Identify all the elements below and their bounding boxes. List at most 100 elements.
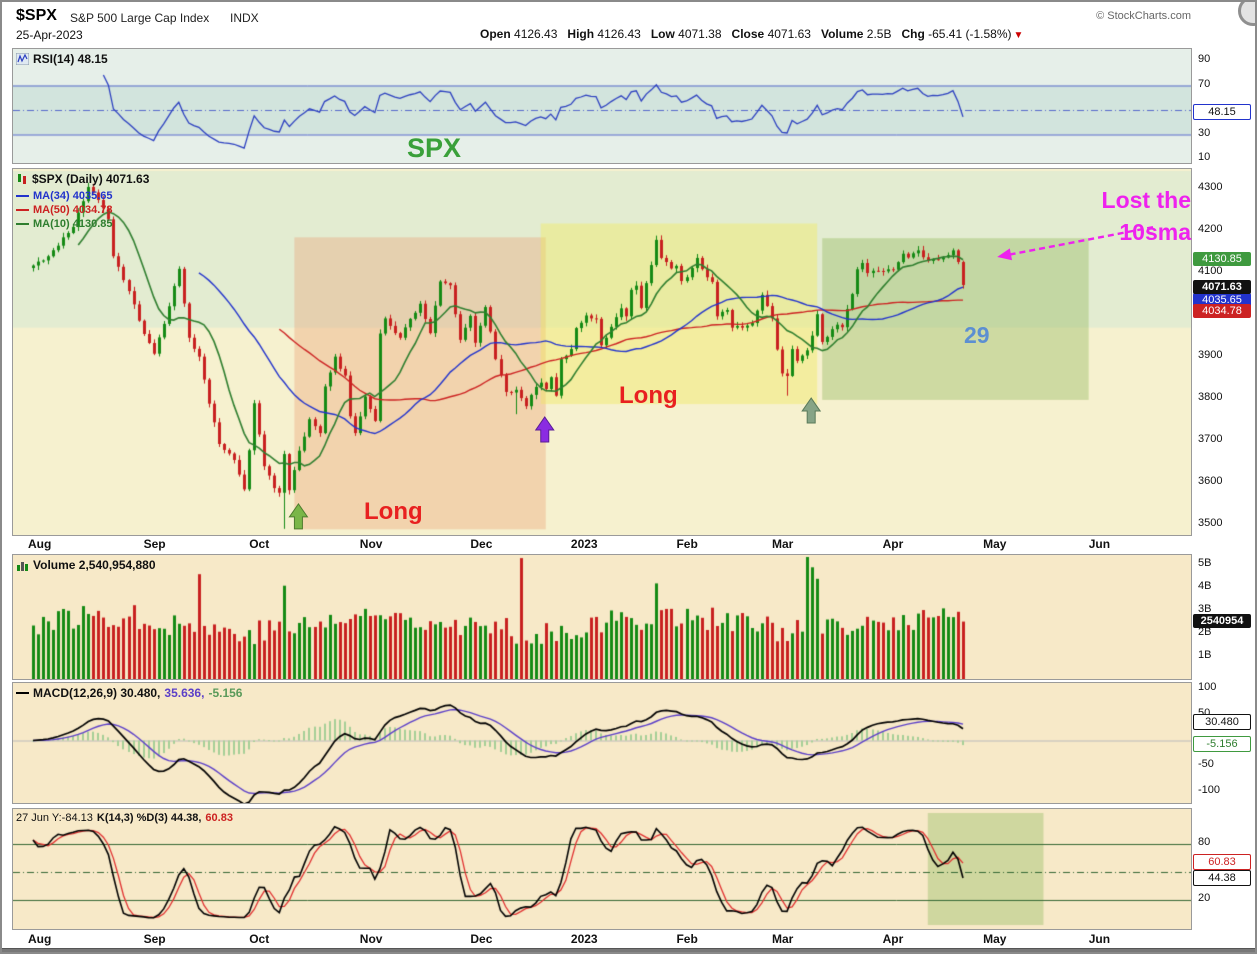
y-axis-tick: 5B <box>1198 557 1212 569</box>
price-panel <box>12 168 1192 536</box>
stoch-crosshair-readout: 27 Jun Y:-84.13 <box>16 812 93 824</box>
count-29-annotation: 29 <box>964 322 990 348</box>
candlestick-panel-icon <box>18 174 26 184</box>
stoch-k-value-box: 44.38 <box>1193 870 1251 886</box>
y-axis-tick: 4100 <box>1198 265 1223 278</box>
volume-plot-canvas[interactable] <box>13 555 1191 679</box>
macd-panel <box>12 682 1192 804</box>
y-axis-tick: 3600 <box>1198 475 1223 488</box>
x-axis-month-label: Apr <box>882 932 904 946</box>
ma34-line-swatch <box>16 195 29 197</box>
y-axis-tick: 20 <box>1198 891 1211 904</box>
chg-label: Chg <box>901 27 925 41</box>
y-axis-tick: 80 <box>1198 836 1211 848</box>
price-legend: $SPX (Daily) 4071.63 <box>16 172 149 186</box>
rsi-plot-canvas[interactable] <box>13 49 1191 163</box>
y-axis-tick: 4B <box>1198 580 1212 592</box>
ma10-legend-label: MA(10) 4130.85 <box>33 218 113 230</box>
corner-circle-icon[interactable] <box>1238 2 1255 26</box>
x-axis-month-label: Apr <box>882 537 904 551</box>
x-axis-month-label: Nov <box>359 537 383 551</box>
ma50-legend-label: MA(50) 4034.78 <box>33 204 113 216</box>
window-bottom-bar <box>2 948 1255 952</box>
y-axis-tick: 70 <box>1198 77 1211 90</box>
lost-10sma-line2: 10sma <box>1119 219 1191 246</box>
y-axis-tick: 3B <box>1198 603 1212 615</box>
ma10-legend: MA(10) 4130.85 <box>16 218 113 230</box>
volume-value-box: 2540954 <box>1193 614 1251 628</box>
x-axis-month-label: Jun <box>1088 537 1111 551</box>
macd-signal-value: 35.636, <box>164 686 205 700</box>
y-axis-tick: 3900 <box>1198 349 1223 362</box>
x-axis-month-label: Dec <box>470 537 493 551</box>
y-axis-strip: 9070301043004200410040003900380037003600… <box>1192 48 1255 930</box>
macd-value-box: 30.480 <box>1193 714 1251 730</box>
x-axis-month-label: Jun <box>1088 932 1111 946</box>
rsi-legend-label: RSI(14) 48.15 <box>33 52 108 66</box>
ma34-legend: MA(34) 4035.65 <box>16 190 113 202</box>
stoch-d-value-box: 60.83 <box>1193 854 1251 870</box>
macd-hist-value-box: -5.156 <box>1193 736 1251 752</box>
ma50-value-box: 4034.78 <box>1193 304 1251 318</box>
ma10-line-swatch <box>16 223 29 225</box>
high-value: 4126.43 <box>597 27 641 41</box>
y-axis-tick: 3700 <box>1198 433 1223 446</box>
x-axis-month-label: Feb <box>676 537 698 551</box>
close-label: Close <box>731 27 765 41</box>
y-axis-tick: 30 <box>1198 126 1211 139</box>
rsi-panel-icon <box>16 53 29 65</box>
macd-legend-label: MACD(12,26,9) 30.480, <box>33 686 161 700</box>
y-axis-tick: -50 <box>1198 758 1214 771</box>
y-axis-tick: 3800 <box>1198 391 1223 404</box>
chart-date: 25-Apr-2023 <box>16 28 83 42</box>
exchange-label: INDX <box>230 11 259 25</box>
open-value: 4126.43 <box>514 27 558 41</box>
lost-10sma-line1: Lost the <box>1101 187 1191 213</box>
rsi-value-box: 48.15 <box>1193 104 1251 120</box>
y-axis-tick: 3500 <box>1198 517 1223 530</box>
long-annotation-2: Long <box>364 498 423 525</box>
x-axis-month-label: 2023 <box>570 537 598 551</box>
macd-hist-value: -5.156 <box>208 686 243 700</box>
volume-legend-label: Volume 2,540,954,880 <box>33 558 156 572</box>
x-axis-month-label: May <box>983 537 1007 551</box>
low-value: 4071.38 <box>678 27 722 41</box>
stochastics-plot-canvas[interactable] <box>13 809 1191 929</box>
y-axis-tick: 100 <box>1198 681 1217 693</box>
y-axis-tick: 4300 <box>1198 181 1223 194</box>
volume-label: Volume <box>820 27 864 41</box>
x-axis-month-label: Aug <box>28 537 52 551</box>
x-axis-month-label: 2023 <box>570 932 598 946</box>
x-axis-month-label: Aug <box>28 932 52 946</box>
macd-plot-canvas[interactable] <box>13 683 1191 803</box>
y-axis-tick: 10 <box>1198 151 1211 163</box>
low-label: Low <box>650 27 675 41</box>
ma50-line-swatch <box>16 209 29 211</box>
stochastics-legend: 27 Jun Y:-84.13 K(14,3) %D(3) 44.38, 60.… <box>16 812 233 824</box>
price-plot-canvas[interactable] <box>13 169 1191 535</box>
x-axis-month-label: Dec <box>470 932 493 946</box>
ma34-value-box: 4035.65 <box>1193 293 1251 307</box>
ma50-legend: MA(50) 4034.78 <box>16 204 113 216</box>
macd-legend: MACD(12,26,9) 30.480, 35.636, -5.156 <box>16 686 242 700</box>
spx-annotation: SPX <box>407 133 462 163</box>
y-axis-tick: 90 <box>1198 53 1211 65</box>
ma10-value-box: 4130.85 <box>1193 252 1251 266</box>
stoch-d-value: 60.83 <box>205 812 233 824</box>
chg-value: -65.41 (-1.58%) <box>928 27 1012 41</box>
x-axis-month-label: Feb <box>676 932 698 946</box>
price-x-axis: Aug Sep Oct Nov Dec 2023 Feb Mar Apr May Jun <box>12 536 1192 552</box>
macd-line-swatch <box>16 692 29 694</box>
y-axis-tick: -100 <box>1198 784 1221 796</box>
close-value: 4071.63 <box>767 27 811 41</box>
change-down-icon[interactable]: ▼ <box>1013 30 1024 41</box>
stochastics-panel <box>12 808 1192 930</box>
last-price-box: 4071.63 <box>1193 280 1251 294</box>
volume-panel <box>12 554 1192 680</box>
ohlc-quote-row: Open 4126.43 High 4126.43 Low 4071.38 Close… <box>470 27 1023 41</box>
y-axis-tick: 1B <box>1198 649 1212 661</box>
symbol-description: S&P 500 Large Cap Index <box>70 11 210 25</box>
x-axis-month-label: Nov <box>359 932 383 946</box>
open-label: Open <box>480 27 511 41</box>
